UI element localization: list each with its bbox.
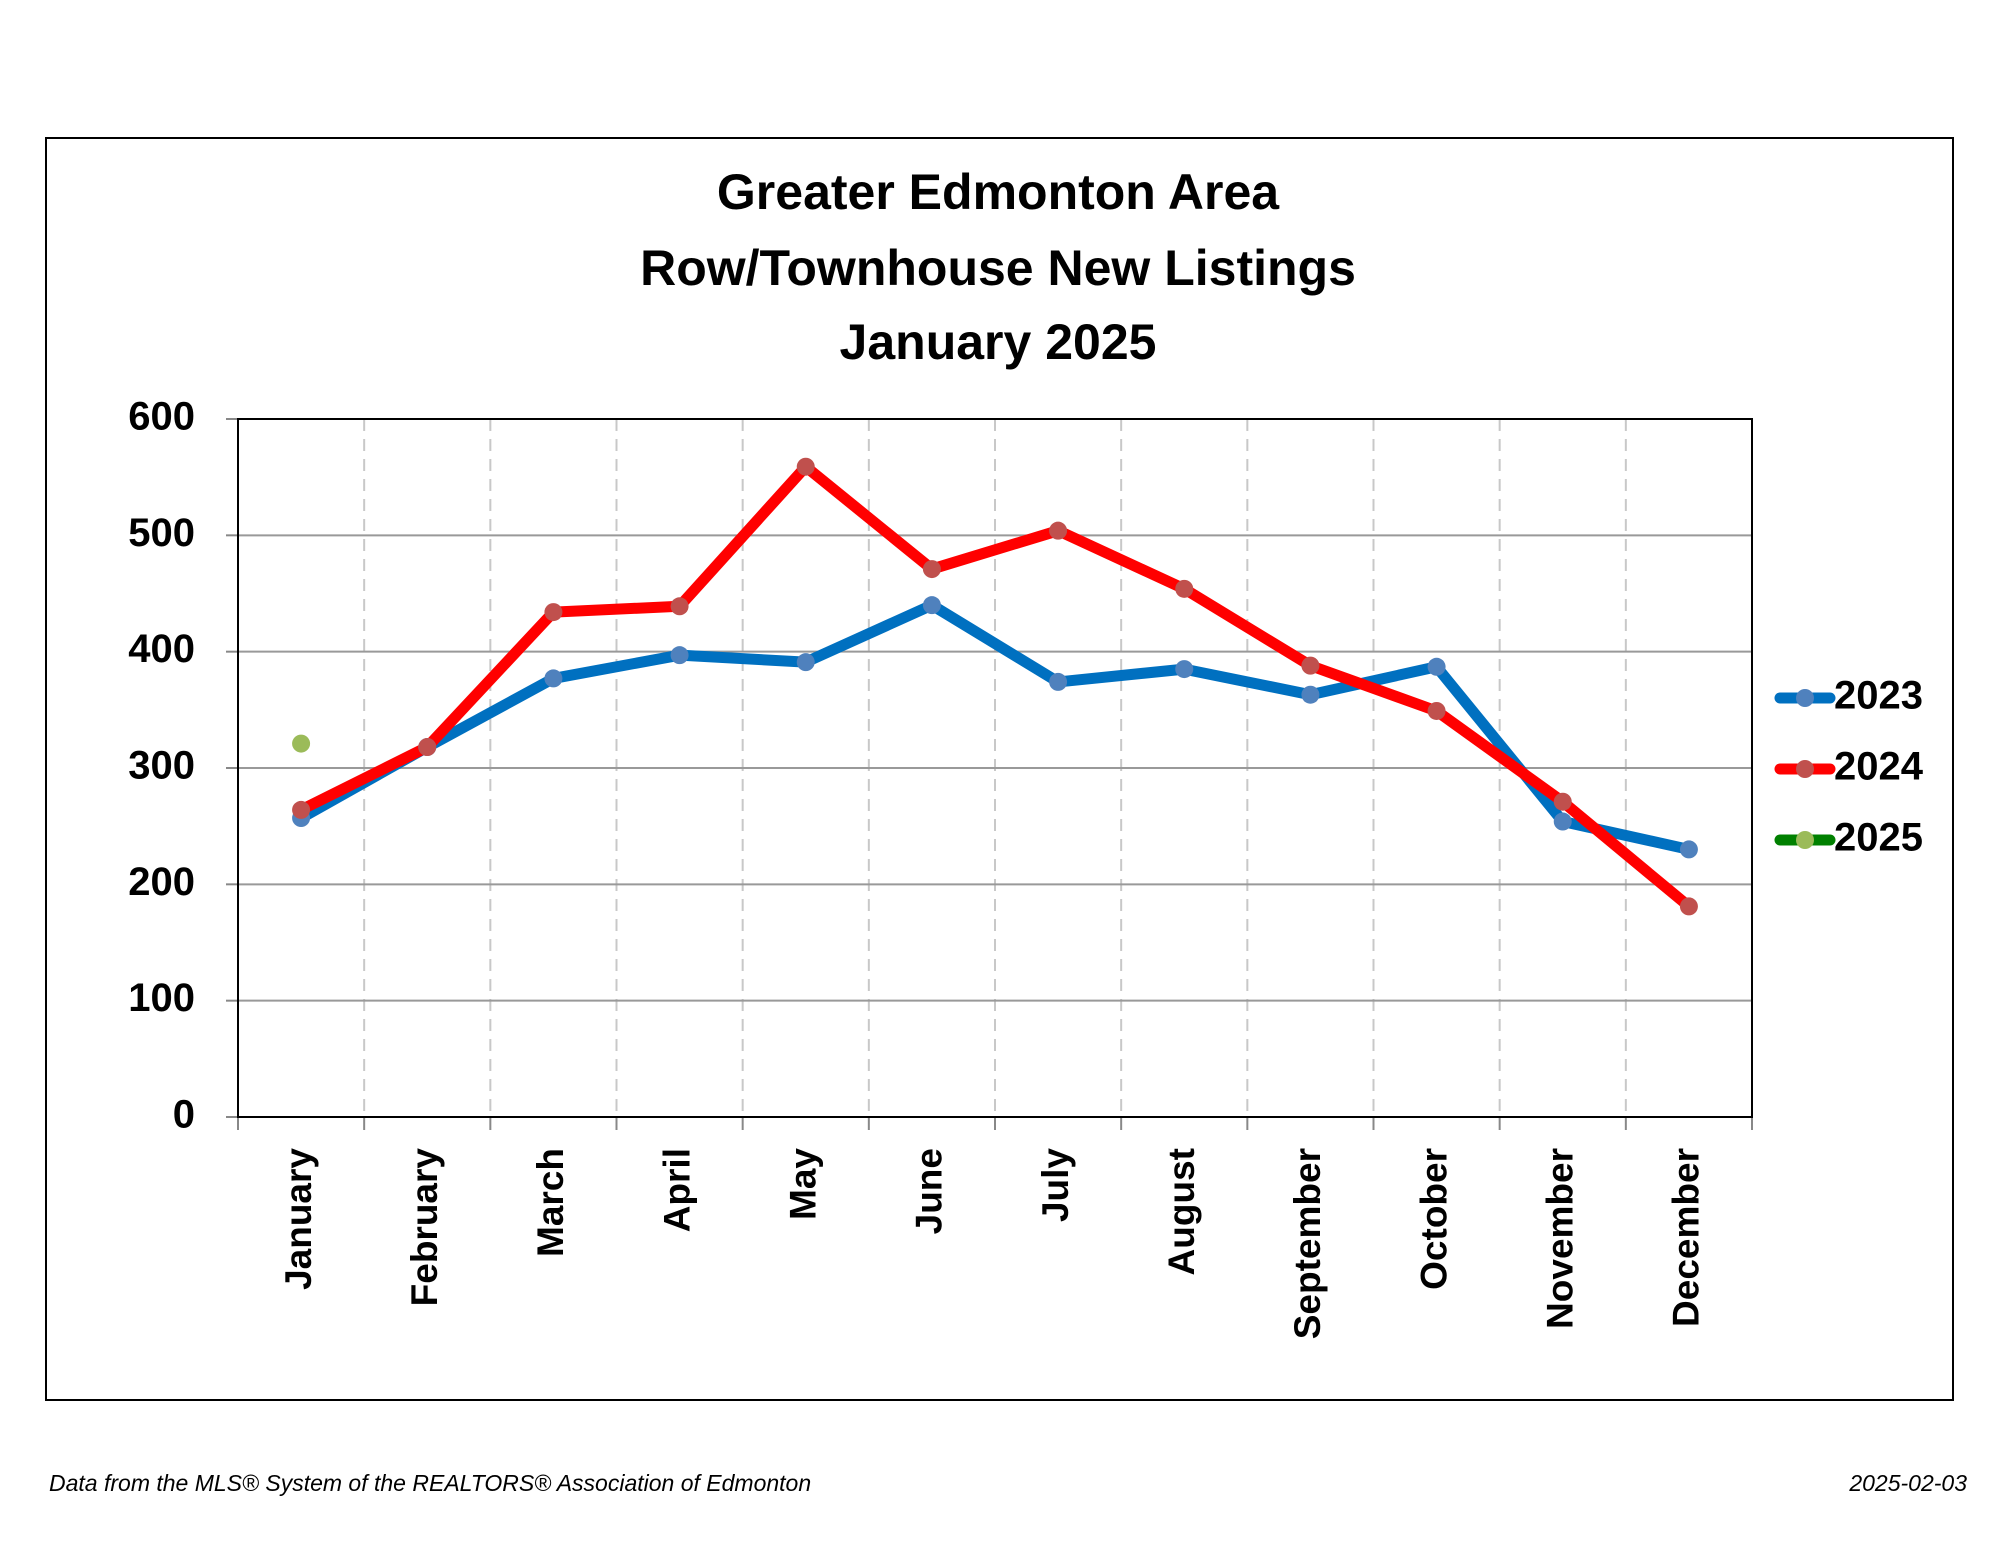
y-tick-label: 100 — [128, 976, 195, 1020]
data-point — [1301, 656, 1320, 675]
data-point — [922, 560, 941, 579]
x-tick-label: June — [909, 1148, 950, 1234]
x-tick-label: April — [656, 1148, 697, 1232]
x-tick-label: January — [278, 1148, 319, 1290]
data-point — [1301, 685, 1320, 704]
data-point — [544, 669, 563, 688]
data-point — [292, 734, 311, 753]
data-point — [1049, 521, 1068, 540]
y-tick-label: 500 — [128, 511, 195, 555]
x-tick-label: July — [1035, 1148, 1076, 1222]
legend-marker — [1796, 689, 1814, 707]
data-point — [418, 738, 437, 757]
data-point — [1679, 840, 1698, 859]
data-point — [922, 596, 941, 615]
series-line — [298, 599, 1691, 855]
data-point — [1553, 812, 1572, 831]
date-note: 2025-02-03 — [1848, 1470, 1967, 1496]
data-point — [544, 603, 563, 622]
y-tick-label: 400 — [128, 627, 195, 671]
data-point — [796, 653, 815, 672]
data-point — [1175, 660, 1194, 679]
data-point — [670, 646, 689, 665]
source-note: Data from the MLS® System of the REALTOR… — [49, 1470, 811, 1496]
x-tick-label: August — [1161, 1148, 1202, 1275]
legend-label: 2024 — [1834, 745, 1924, 789]
data-point — [670, 597, 689, 616]
y-tick-label: 600 — [128, 395, 195, 439]
data-point — [796, 457, 815, 476]
x-tick-label: February — [404, 1148, 445, 1307]
x-tick-label: December — [1666, 1148, 1707, 1327]
data-point — [1175, 579, 1194, 598]
data-point — [1553, 792, 1572, 811]
series-line — [298, 461, 1693, 911]
chart-frame — [45, 137, 1954, 1401]
y-tick-label: 300 — [128, 744, 195, 788]
legend-marker — [1796, 831, 1814, 849]
plot-frame — [237, 418, 1753, 1118]
x-tick-label: November — [1540, 1148, 1581, 1329]
x-tick-label: September — [1287, 1148, 1328, 1339]
legend-label: 2025 — [1834, 816, 1923, 860]
legend-label: 2023 — [1834, 674, 1923, 718]
chart-title: January 2025 — [840, 314, 1157, 370]
x-tick-label: October — [1413, 1148, 1454, 1290]
data-point — [1049, 672, 1068, 691]
data-point — [1427, 657, 1446, 676]
x-tick-label: May — [783, 1148, 824, 1220]
y-tick-label: 0 — [173, 1093, 195, 1137]
y-tick-label: 200 — [128, 860, 195, 904]
data-point — [292, 800, 311, 819]
data-point — [1679, 897, 1698, 916]
chart-title: Row/Townhouse New Listings — [640, 240, 1356, 296]
x-tick-label: March — [530, 1148, 571, 1257]
legend-marker — [1796, 760, 1814, 778]
chart-title: Greater Edmonton Area — [717, 164, 1280, 220]
data-point — [1427, 701, 1446, 720]
